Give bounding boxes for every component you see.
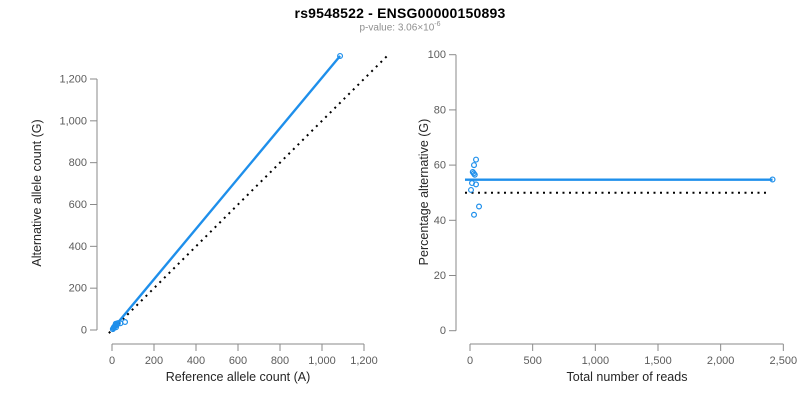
- data-point: [473, 156, 480, 163]
- y-tick-label: 1,200: [59, 73, 87, 85]
- y-tick-label: 200: [69, 283, 87, 295]
- x-tick-label: 0: [467, 355, 473, 367]
- x-tick-label: 1,200: [350, 355, 378, 367]
- x-tick-label: 0: [109, 355, 115, 367]
- x-tick-label: 400: [187, 355, 205, 367]
- x-axis-title: Reference allele count (A): [166, 370, 311, 384]
- x-tick-label: 800: [271, 355, 289, 367]
- x-tick-label: 600: [229, 355, 247, 367]
- data-point: [114, 320, 121, 327]
- p-value-subtitle: p-value: 3.06×10-6: [0, 21, 800, 33]
- p-value-times-base: ×10: [417, 22, 435, 34]
- data-point: [476, 203, 483, 210]
- data-point: [473, 181, 480, 188]
- x-tick-label: 1,000: [582, 355, 610, 367]
- x-tick-label: 500: [523, 355, 541, 367]
- data-point: [122, 319, 129, 326]
- data-point: [468, 186, 475, 193]
- x-tick-label: 1,500: [644, 355, 672, 367]
- y-tick-label: 0: [81, 325, 87, 337]
- y-axis-title: Percentage alternative (G): [417, 119, 431, 266]
- y-tick-label: 0: [440, 325, 446, 337]
- y-tick-label: 400: [69, 241, 87, 253]
- data-point: [769, 176, 776, 183]
- allele-counts-plot: 0 200 400 600 800 1,000 1,200 0 200 400 600 800 1,00…: [30, 52, 388, 384]
- p-value-exponent: -6: [434, 21, 441, 28]
- y-tick-label: 800: [69, 157, 87, 169]
- data-point: [471, 162, 478, 169]
- x-tick-label: 2,500: [770, 355, 798, 367]
- y-axis-title: Alternative allele count (G): [30, 119, 44, 266]
- percentage-alternative-plot: 0 20 40 60 80 100 0 500 1,000 1,500 2,000 2,500 Tota…: [417, 49, 797, 384]
- p-value-prefix: p-value:: [359, 22, 398, 34]
- x-tick-label: 2,000: [707, 355, 735, 367]
- y-tick-label: 100: [428, 49, 446, 61]
- page-title: rs9548522 - ENSG00000150893: [294, 5, 506, 21]
- identity-line: [108, 55, 388, 334]
- data-point: [471, 211, 478, 218]
- data-point: [471, 171, 478, 178]
- y-tick-label: 40: [434, 215, 446, 227]
- y-tick-label: 60: [434, 160, 446, 172]
- y-tick-label: 80: [434, 104, 446, 116]
- y-tick-label: 1,000: [59, 115, 87, 127]
- x-tick-label: 200: [145, 355, 163, 367]
- x-tick-label: 1,000: [308, 355, 336, 367]
- x-axis-title: Total number of reads: [567, 370, 688, 384]
- fit-line: [111, 55, 341, 330]
- data-point: [337, 52, 344, 59]
- y-tick-label: 20: [434, 270, 446, 282]
- p-value-mantissa: 3.06: [397, 22, 418, 34]
- y-tick-label: 600: [69, 199, 87, 211]
